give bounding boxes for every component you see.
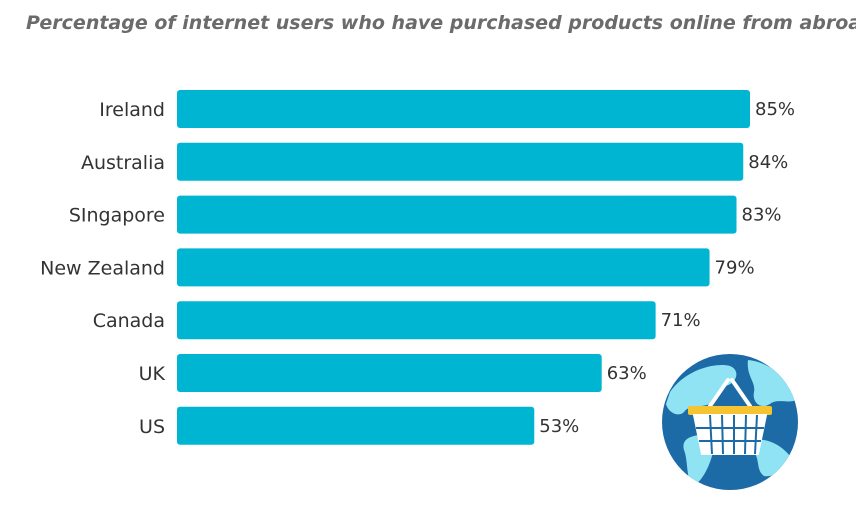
value-label: 83% [742,205,782,226]
category-label: UK [139,363,166,385]
globe-basket-icon [660,352,800,492]
value-label: 71% [661,310,701,331]
value-label: 63% [607,363,647,384]
bar-uk [177,354,602,392]
category-label: New Zealand [40,257,165,279]
chart-title: Percentage of internet users who have pu… [26,12,856,34]
category-label: SIngapore [69,205,165,227]
bar-canada [177,301,656,340]
bar-ireland [177,90,750,128]
category-label: Australia [81,152,165,174]
value-label: 85% [755,99,795,120]
globe-continents [666,360,796,486]
bar-new-zealand [177,248,710,287]
bar-singapore [177,195,737,234]
value-label: 84% [748,152,788,173]
value-label: 79% [715,257,755,278]
category-label: Canada [93,310,165,332]
category-label: Ireland [99,99,165,121]
bar-australia [177,142,744,181]
shopping-basket-icon [688,378,772,455]
value-label: 53% [539,416,579,437]
category-label: US [139,416,165,438]
bar-us [177,406,535,445]
